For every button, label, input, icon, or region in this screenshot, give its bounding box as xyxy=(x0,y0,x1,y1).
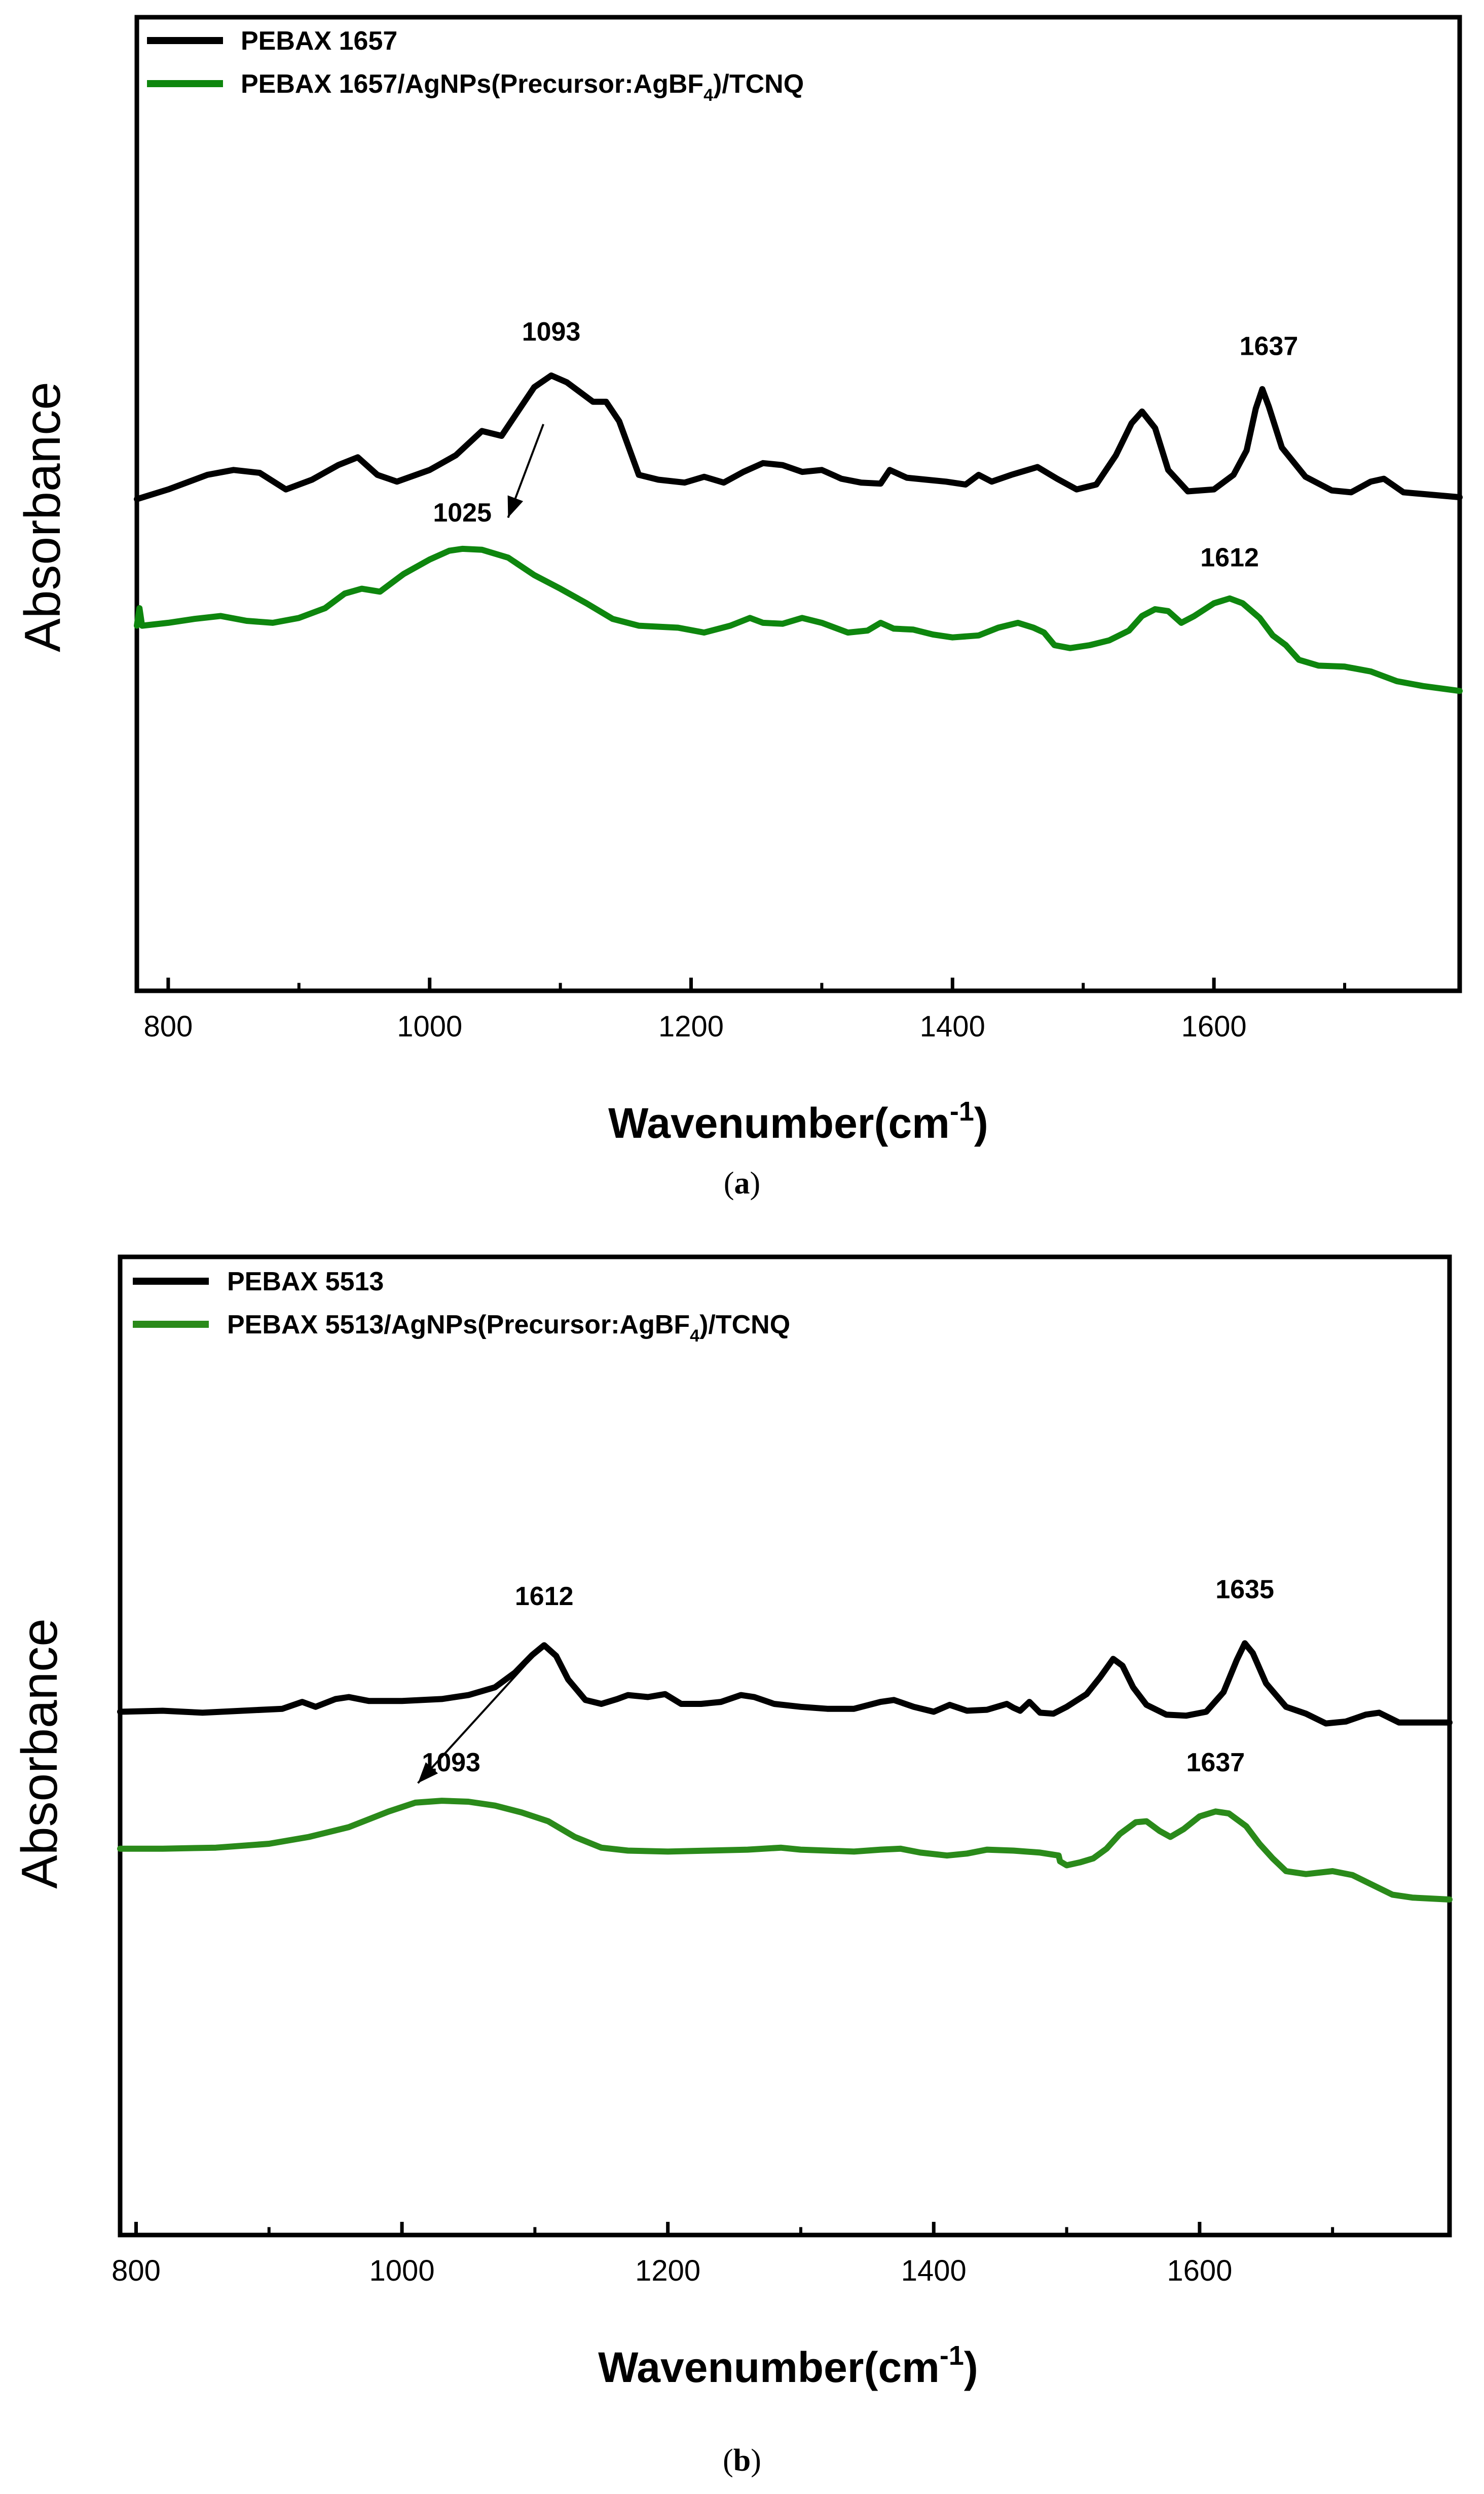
plot-frame xyxy=(134,15,1462,993)
peak-label: 1637 xyxy=(1186,1748,1245,1777)
x-tick-label: 1400 xyxy=(901,2254,967,2287)
series-line-1 xyxy=(117,1640,1453,1727)
chart-b: 800 1000 1200 1400 1600 Wavenumber(cm-1) Absor… xyxy=(11,1254,1453,2391)
peak-label: 1612 xyxy=(515,1582,574,1611)
peak-label: 1093 xyxy=(522,317,581,347)
x-tick-label: 1000 xyxy=(397,1010,462,1043)
chart-a: 800 1000 1200 1400 1600 Wavenumber(cm-1) Absor… xyxy=(14,15,1463,1147)
x-tick-label: 1600 xyxy=(1181,1010,1247,1043)
x-tick-label: 1200 xyxy=(658,1010,724,1043)
series-line-2 xyxy=(134,545,1463,694)
x-tick-label: 800 xyxy=(112,2254,161,2287)
legend-label-1: PEBAX 1657 xyxy=(241,26,397,56)
series-line-2 xyxy=(117,1798,1453,1903)
legend-label-2: PEBAX 5513/AgNPs(Precursor:AgBF4)/TCNQ xyxy=(227,1310,790,1346)
y-axis-label: Absorbance xyxy=(14,382,71,652)
panel-a: 800 1000 1200 1400 1600 Wavenumber(cm-1) Absor… xyxy=(14,15,1463,1201)
x-tick-label: 1400 xyxy=(920,1010,985,1043)
series-line-1 xyxy=(134,372,1463,502)
panel-b: 800 1000 1200 1400 1600 Wavenumber(cm-1) Absor… xyxy=(0,1247,1484,2494)
peak-label: 1612 xyxy=(1200,543,1259,572)
shift-arrow xyxy=(417,1664,527,1784)
peak-label: 1637 xyxy=(1240,332,1298,361)
caption-a: (a) xyxy=(723,1166,761,1201)
x-tick-label: 1200 xyxy=(635,2254,700,2287)
x-tick-label: 800 xyxy=(144,1010,193,1043)
x-axis-label: Wavenumber(cm-1) xyxy=(608,1096,988,1147)
x-tick-label: 1600 xyxy=(1167,2254,1232,2287)
legend-label-2: PEBAX 1657/AgNPs(Precursor:AgBF4)/TCNQ xyxy=(241,69,804,105)
y-axis-label: Absorbance xyxy=(11,1618,68,1889)
plot-frame xyxy=(118,1254,1452,2238)
x-axis-label: Wavenumber(cm-1) xyxy=(598,2340,978,2391)
caption-b: (b) xyxy=(723,2443,761,2478)
x-tick-label: 1000 xyxy=(369,2254,435,2287)
shift-arrow-head xyxy=(507,495,524,518)
shift-arrow-head xyxy=(418,1762,438,1783)
legend-label-1: PEBAX 5513 xyxy=(227,1267,384,1296)
peak-label: 1025 xyxy=(433,498,492,528)
peak-label: 1635 xyxy=(1215,1575,1274,1605)
